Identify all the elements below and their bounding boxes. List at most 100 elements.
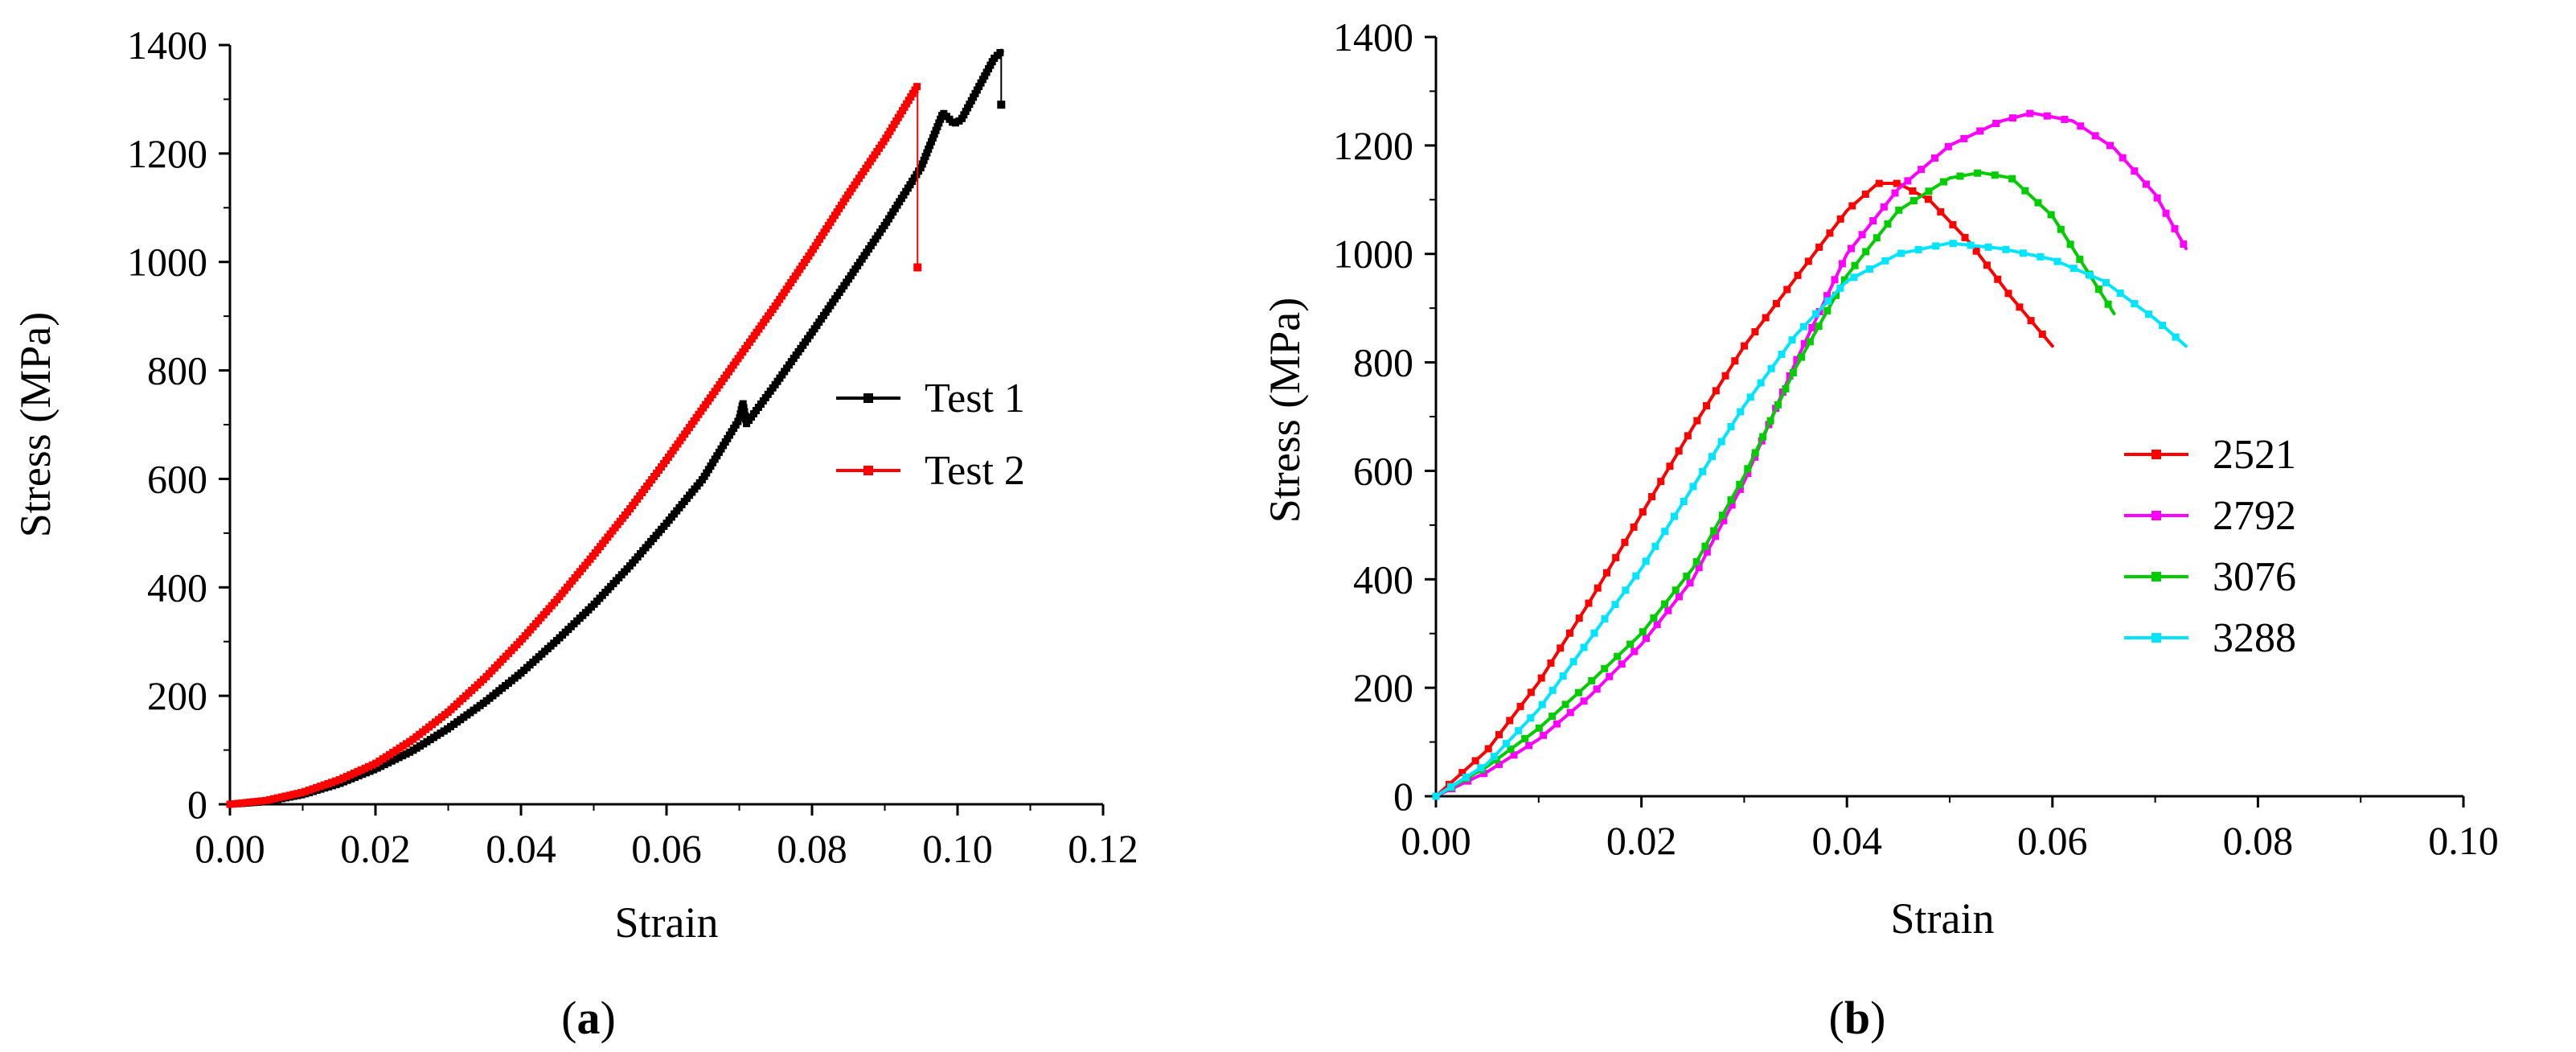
panel-b-series-2521-point [1815, 243, 1823, 251]
panel-b-series-3076-point [2066, 240, 2074, 249]
panel-b-series-2792-point [1858, 231, 1866, 239]
panel-b-caption-close: ) [1870, 992, 1885, 1044]
panel-a-y-ticks: 0 200 400 600 800 1000 1200 1400 [127, 23, 230, 827]
panel-b-series-2792-point [2162, 209, 2170, 217]
panel-b-series-3288-point [1984, 243, 1992, 251]
panel-b-series-3076-point [1736, 480, 1744, 488]
panel-b-series-2521-point [1594, 584, 1602, 592]
panel-b-series-2521-point [1721, 372, 1729, 380]
panel-a-series-test-2-point [285, 791, 293, 799]
panel-a-x-ticks: 0.00 0.02 0.04 0.06 0.08 0.10 0.12 [195, 804, 1138, 871]
panel-a-series-test-2-line [227, 83, 921, 807]
panel-b-series-2792-point [1686, 579, 1694, 587]
panel-a-series-test-1-point [741, 412, 749, 420]
panel-b-series-3076-point [1873, 234, 1881, 242]
panel-b-series-3288-point [2145, 310, 2153, 318]
panel-b-series-3076-point [2034, 199, 2042, 207]
panel-b-series-2521-point [1648, 493, 1656, 501]
panel-a-series-test-2-point [347, 771, 355, 779]
panel-a-series-test-2-point [335, 776, 343, 784]
panel-b-series-3076-point [1507, 745, 1515, 753]
panel-b-series-3076-point [1561, 701, 1569, 709]
panel-b-series-2792-point [1553, 720, 1561, 728]
panel-a-series-test-2-point [339, 774, 347, 782]
panel-b-series-3076-point [2076, 255, 2084, 263]
panel-a-x-tick-label: 0.08 [777, 826, 847, 871]
panel-b-series-2792-point [1593, 685, 1601, 693]
panel-b-series-2792-point [1869, 217, 1877, 225]
panel-a-x-tick-label: 0.00 [195, 826, 265, 871]
legend-marker-test-1 [863, 393, 873, 403]
panel-b-series-2792-point [1510, 751, 1518, 759]
panel-b-chart: 0.00 0.02 0.04 0.06 0.08 0.10 0 200 400 600 800 10… [1261, 14, 2499, 1044]
panel-a-series-test-1-point [739, 400, 747, 408]
panel-b-series-3288-point [1680, 498, 1688, 506]
panel-b-series-2521-point [1557, 644, 1565, 652]
panel-a-series-test-1-point [926, 142, 934, 150]
panel-b-series-3288-point [1778, 350, 1786, 358]
panel-b-series-3076-point [1521, 734, 1529, 742]
panel-b-y-ticks: 0 200 400 600 800 1000 1200 1400 [1333, 14, 1436, 819]
panel-a-series-test-2-point [238, 799, 246, 807]
panel-b-series-2792-point [2077, 122, 2085, 130]
panel-b-series-3076-point [1710, 527, 1718, 535]
panel-b-series-2792-point [1808, 323, 1816, 331]
panel-b-series-2792-point [1631, 647, 1639, 655]
panel-a-series-test-2-point [324, 779, 332, 787]
panel-b-series-2521-point [1675, 447, 1683, 455]
panel-b-series-3288-point [1661, 528, 1669, 536]
panel-b-series-3076-point [1851, 261, 1859, 269]
panel-b-x-tick-label: 0.06 [2017, 818, 2088, 863]
panel-b-series-3288-point [1432, 792, 1440, 800]
panel-a-series-test-2-drop-point [913, 263, 922, 272]
panel-b-series-2792-point [1480, 770, 1488, 778]
panel-b-y-tick-label: 1200 [1333, 123, 1413, 168]
panel-b-series-2792-point [1664, 606, 1672, 614]
panel-b-series-3288-point [1767, 364, 1775, 372]
panel-b-series-3076-point [1991, 171, 1999, 179]
panel-b-series-2521-point [1585, 599, 1593, 607]
panel-b-series-2792-point [1944, 142, 1952, 150]
panel-b-series-2521-point [1949, 220, 1957, 228]
panel-a-series-test-2-point [328, 779, 336, 787]
panel-b-series-2792-point [2061, 115, 2069, 123]
panel-b-series-2792-point [1960, 134, 1968, 142]
panel-a-series-test-1-point [929, 134, 937, 142]
panel-b-y-tick-label: 800 [1353, 340, 1413, 385]
panel-b-x-tick-label: 0.00 [1401, 818, 1471, 863]
panel-b-series-2521-point [1527, 688, 1535, 697]
panel-b-series-2521-point [2016, 303, 2024, 311]
panel-b-y-tick-label: 0 [1393, 774, 1413, 819]
panel-b-series-2521-point [2027, 317, 2035, 325]
legend-label-test-2: Test 2 [925, 448, 1025, 494]
panel-a-series-test-2-point [320, 781, 328, 789]
panel-b-series-2521-point [1516, 702, 1524, 710]
panel-b-series-2521-point [1983, 261, 1991, 269]
panel-a-series-test-1-point [740, 404, 748, 412]
panel-b-series-2792-point [1653, 620, 1661, 628]
panel-a-y-tick-label: 1400 [127, 23, 207, 68]
panel-b-series-2792-point [1580, 697, 1588, 705]
panel-b-series-3076-point [1588, 676, 1596, 684]
panel-b-series-3076-line [1434, 171, 2116, 798]
panel-a-series-test-2-point [343, 772, 351, 780]
panel-b-series-3288-point [2002, 245, 2010, 253]
panel-a-series-test-1-point [935, 119, 943, 127]
panel-b-series-2792-point [1800, 339, 1808, 347]
panel-a-series-test-2-point [368, 761, 376, 769]
panel-b-series-3288-point [2172, 333, 2180, 341]
panel-b-series-3076-point [2047, 211, 2055, 219]
panel-b-series-3288-point [1812, 310, 1820, 318]
panel-b-caption: (b) [1829, 992, 1886, 1044]
panel-b-x-axis-title: Strain [1891, 894, 1995, 943]
panel-b-y-tick-label: 1400 [1333, 14, 1413, 60]
panel-b-series-2792-point [1992, 119, 2000, 127]
panel-a-series-test-1-point [362, 769, 370, 777]
panel-b-series-3076-point [1766, 417, 1774, 425]
panel-b-series-3288-point [1527, 714, 1535, 722]
panel-b-series-2521-point [1639, 508, 1647, 516]
panel-a-series-test-2-point [354, 767, 362, 775]
panel-b-series-2792-point [1930, 154, 1938, 162]
panel-a-x-tick-label: 0.10 [922, 826, 993, 871]
panel-a-series-test-1-point [359, 771, 367, 779]
